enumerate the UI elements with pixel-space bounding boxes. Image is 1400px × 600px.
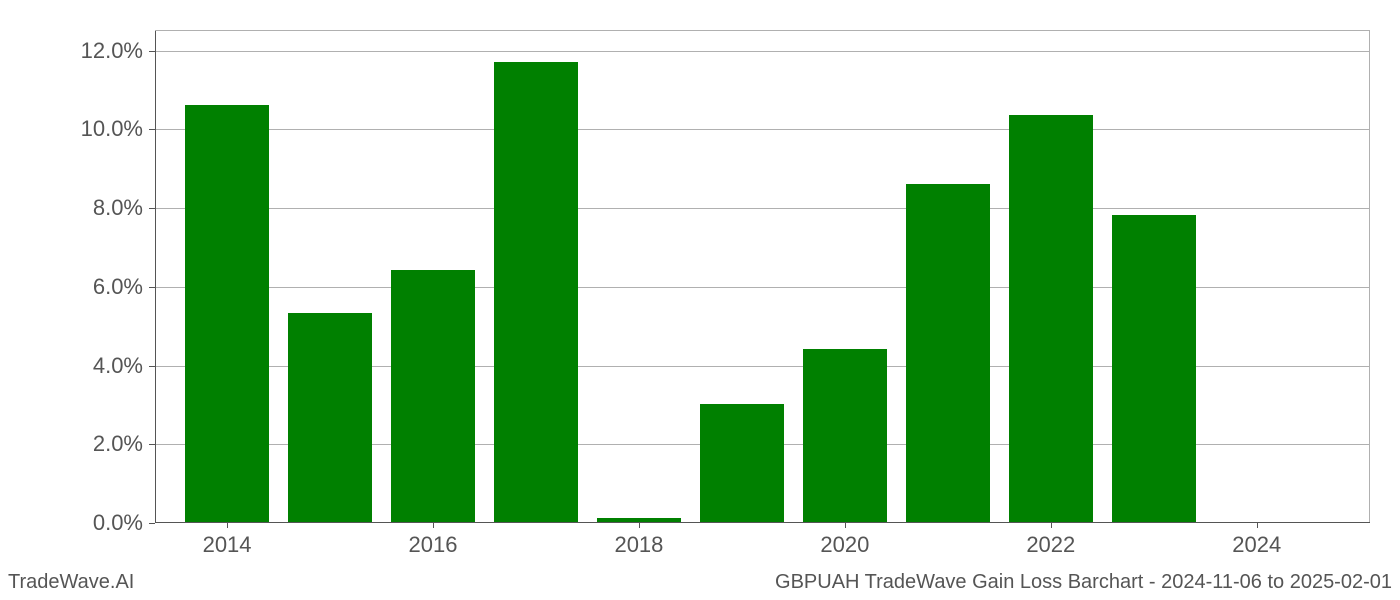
gridline	[155, 51, 1369, 52]
ytick-label: 4.0%	[93, 353, 155, 379]
chart-container: 0.0%2.0%4.0%6.0%8.0%10.0%12.0%2014201620…	[0, 0, 1400, 600]
ytick-label: 6.0%	[93, 274, 155, 300]
bar	[1112, 215, 1196, 522]
ytick-label: 10.0%	[81, 116, 155, 142]
bar	[906, 184, 990, 522]
ytick-label: 8.0%	[93, 195, 155, 221]
bar	[185, 105, 269, 522]
bar	[803, 349, 887, 522]
x-axis-line	[155, 522, 1370, 523]
gridline	[155, 129, 1369, 130]
bar	[700, 404, 784, 522]
ytick-label: 12.0%	[81, 38, 155, 64]
ytick-mark	[149, 523, 155, 524]
ytick-label: 0.0%	[93, 510, 155, 536]
ytick-label: 2.0%	[93, 431, 155, 457]
bar	[494, 62, 578, 523]
gridline	[155, 208, 1369, 209]
bar	[391, 270, 475, 522]
plot-area: 0.0%2.0%4.0%6.0%8.0%10.0%12.0%2014201620…	[155, 30, 1370, 522]
bar	[1009, 115, 1093, 522]
footer-right-text: GBPUAH TradeWave Gain Loss Barchart - 20…	[775, 571, 1392, 594]
footer-left-text: TradeWave.AI	[8, 571, 134, 594]
bar	[288, 313, 372, 522]
y-axis-line	[155, 31, 156, 523]
